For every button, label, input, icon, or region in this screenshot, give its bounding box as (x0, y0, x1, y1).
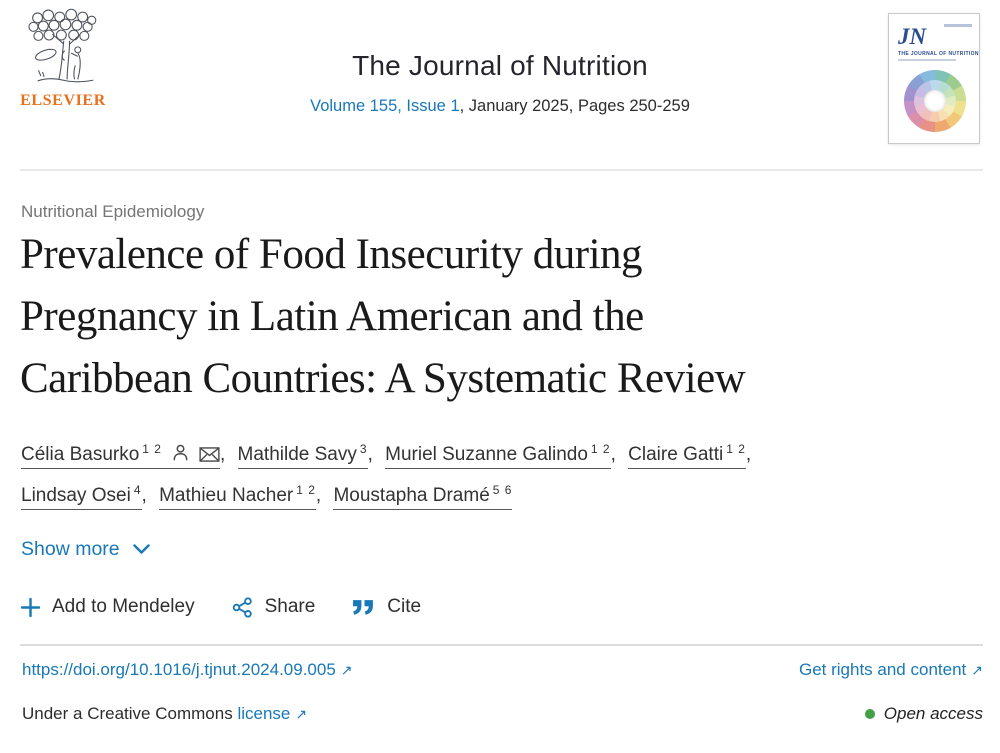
doi-text: https://doi.org/10.1016/j.tjnut.2024.09.… (22, 660, 336, 679)
share-label: Share (264, 596, 316, 617)
rights-text: Get rights and content (798, 660, 967, 679)
author-link[interactable]: Mathilde Savy 3 (237, 441, 368, 469)
author-separator: , (219, 444, 226, 465)
elsevier-wordmark: ELSEVIER (20, 92, 106, 109)
cover-color-wheel-graphic (904, 70, 966, 132)
article-title-line: Caribbean Countries: A Systematic Review (20, 355, 746, 402)
article-title-line: Pregnancy in Latin American and the (20, 293, 644, 340)
elsevier-tree-icon (28, 8, 97, 83)
author-affiliation-sup: 4 (133, 482, 142, 497)
author-affiliation-sup: 1 2 (296, 482, 316, 497)
section-label: Nutritional Epidemiology (21, 202, 205, 221)
envelope-icon[interactable] (199, 447, 220, 462)
external-link-icon: ↗ (295, 706, 308, 722)
cover-journal-name: THE JOURNAL OF NUTRITION (898, 51, 979, 57)
author-separator: , (141, 485, 147, 506)
header-divider (20, 169, 983, 171)
author-row: Lindsay Osei 4, Mathieu Nacher 1 2, Mousta… (21, 482, 971, 510)
author-name: Lindsay Osei (21, 485, 131, 506)
show-more-button[interactable]: Show more (21, 538, 150, 561)
cover-monogram: JN (898, 24, 927, 49)
cite-button[interactable]: Cite (352, 596, 421, 618)
author-row: Célia Basurko 1 2, Mathilde Savy 3, Muriel… (21, 441, 971, 469)
share-icon (232, 596, 252, 618)
volume-issue-link[interactable]: Volume 155, Issue 1 (310, 97, 460, 115)
toolbar-divider (20, 644, 983, 646)
show-more-label: Show more (21, 538, 120, 560)
author-list: Célia Basurko 1 2, Mathilde Savy 3, Muriel… (21, 441, 971, 510)
open-access-indicator: Open access (864, 704, 983, 724)
quote-cite-icon (353, 599, 374, 615)
author-separator: , (315, 485, 322, 506)
cite-label: Cite (387, 596, 422, 617)
open-access-dot-icon (864, 709, 875, 719)
author-link[interactable]: Mathieu Nacher 1 2 (159, 482, 316, 510)
plus-icon (21, 597, 40, 617)
author-affiliation-sup: 1 2 (726, 441, 746, 456)
author-affiliation-sup: 3 (359, 441, 368, 456)
cover-tagline-placeholder (898, 59, 956, 61)
author-name: Mathilde Savy (237, 444, 357, 465)
issue-details: , January 2025, Pages 250-259 (459, 97, 690, 115)
author-name: Mathieu Nacher (159, 485, 294, 506)
author-link[interactable]: Moustapha Dramé 5 6 (333, 482, 513, 510)
open-access-label: Open access (883, 704, 983, 723)
add-to-mendeley-button[interactable]: Add to Mendeley (21, 596, 195, 618)
author-name: Moustapha Dramé (333, 485, 490, 506)
author-separator: , (367, 444, 373, 465)
author-name: Célia Basurko (21, 444, 140, 465)
get-rights-link[interactable]: Get rights and content ↗ (799, 660, 983, 680)
license-prefix: Under a Creative Commons (22, 704, 233, 723)
author-separator: , (745, 444, 752, 465)
author-link[interactable]: Muriel Suzanne Galindo 1 2 (385, 441, 611, 469)
external-link-icon: ↗ (971, 662, 983, 678)
chevron-down-icon (132, 544, 150, 554)
author-affiliation-sup: 1 2 (142, 441, 162, 456)
external-link-icon: ↗ (340, 662, 353, 678)
license-link[interactable]: license ↗ (237, 704, 307, 723)
journal-cover-thumbnail[interactable]: JN THE JOURNAL OF NUTRITION (888, 13, 980, 144)
license-open-access-row: Under a Creative Commons license ↗ Open a… (22, 704, 983, 724)
masthead: The Journal of Nutrition Volume 155, Iss… (160, 50, 840, 116)
author-link[interactable]: Célia Basurko 1 2 (21, 441, 220, 469)
article-title-line: Prevalence of Food Insecurity during (20, 231, 643, 278)
author-name: Muriel Suzanne Galindo (385, 444, 588, 465)
share-button[interactable]: Share (232, 596, 316, 618)
elsevier-logo[interactable]: ELSEVIER (16, 8, 110, 110)
author-affiliation-sup: 5 6 (492, 482, 513, 497)
article-title: Prevalence of Food Insecurity during Pre… (20, 224, 985, 410)
add-to-mendeley-label: Add to Mendeley (52, 596, 195, 617)
cover-issue-text-placeholder (944, 24, 972, 27)
author-affiliation-sup: 1 2 (590, 441, 611, 456)
doi-rights-row: https://doi.org/10.1016/j.tjnut.2024.09.… (22, 660, 983, 680)
license-link-text: license (237, 704, 291, 723)
license-statement: Under a Creative Commons license ↗ (22, 704, 307, 724)
author-link[interactable]: Claire Gatti 1 2 (628, 441, 746, 469)
journal-title[interactable]: The Journal of Nutrition (352, 50, 648, 81)
person-icon[interactable] (171, 443, 190, 462)
author-separator: , (610, 444, 616, 465)
article-toolbar: Add to Mendeley Share Cite (21, 596, 421, 618)
author-link[interactable]: Lindsay Osei 4 (21, 482, 142, 510)
doi-link[interactable]: https://doi.org/10.1016/j.tjnut.2024.09.… (22, 660, 353, 680)
issue-line: Volume 155, Issue 1, January 2025, Pages… (160, 97, 840, 116)
author-name: Claire Gatti (628, 444, 724, 465)
